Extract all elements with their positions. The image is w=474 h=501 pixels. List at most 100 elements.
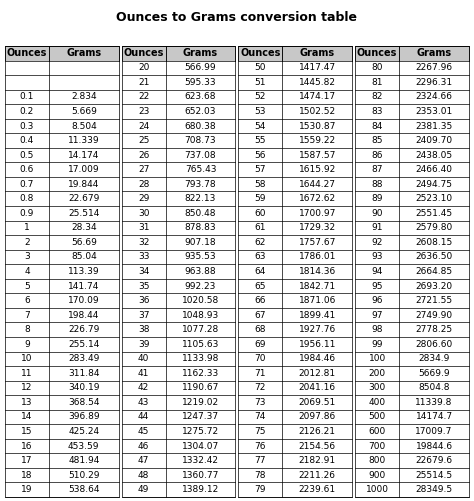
Bar — [5, 220, 119, 235]
Bar — [122, 148, 236, 162]
Bar — [355, 133, 469, 148]
Bar — [238, 220, 352, 235]
Bar — [5, 381, 119, 395]
Text: Ounces: Ounces — [123, 48, 164, 58]
Bar — [122, 90, 236, 104]
Text: 41: 41 — [138, 369, 149, 378]
Bar — [5, 323, 119, 337]
Bar — [238, 381, 352, 395]
Text: 77: 77 — [255, 456, 266, 465]
Text: 0.7: 0.7 — [20, 180, 34, 189]
Text: 2778.25: 2778.25 — [415, 325, 453, 334]
Bar — [355, 90, 469, 104]
Text: 40: 40 — [138, 354, 149, 363]
Text: 1530.87: 1530.87 — [299, 122, 336, 131]
Text: 83: 83 — [372, 107, 383, 116]
Bar — [122, 366, 236, 381]
Text: 67: 67 — [255, 311, 266, 320]
Text: 2182.91: 2182.91 — [299, 456, 336, 465]
Bar — [5, 337, 119, 352]
Text: 78: 78 — [255, 470, 266, 479]
Text: 1445.82: 1445.82 — [299, 78, 336, 87]
Text: 1190.67: 1190.67 — [182, 383, 219, 392]
Text: 8: 8 — [24, 325, 30, 334]
Text: 19: 19 — [21, 485, 33, 494]
Text: 311.84: 311.84 — [68, 369, 100, 378]
Text: 1048.93: 1048.93 — [182, 311, 219, 320]
Bar — [238, 119, 352, 133]
Text: 2466.40: 2466.40 — [416, 165, 453, 174]
Bar — [355, 75, 469, 90]
Text: 25.514: 25.514 — [68, 209, 100, 218]
Bar — [238, 264, 352, 279]
Bar — [5, 366, 119, 381]
Bar — [122, 439, 236, 453]
Text: 2069.51: 2069.51 — [299, 398, 336, 407]
Bar — [122, 337, 236, 352]
Text: 7: 7 — [24, 311, 30, 320]
Text: 2324.66: 2324.66 — [416, 92, 453, 101]
Text: 5.669: 5.669 — [71, 107, 97, 116]
Bar — [355, 395, 469, 410]
Bar — [238, 468, 352, 482]
Text: 24: 24 — [138, 122, 149, 131]
Text: 17.009: 17.009 — [68, 165, 100, 174]
Text: 25514.5: 25514.5 — [415, 470, 453, 479]
Bar — [5, 279, 119, 293]
Text: 700: 700 — [368, 441, 386, 450]
Text: 878.83: 878.83 — [185, 223, 216, 232]
Text: 141.74: 141.74 — [68, 282, 100, 291]
Bar — [355, 220, 469, 235]
Bar — [122, 133, 236, 148]
Bar — [238, 337, 352, 352]
Text: 1729.32: 1729.32 — [299, 223, 336, 232]
Text: 66: 66 — [255, 296, 266, 305]
Bar — [355, 104, 469, 119]
Text: 91: 91 — [372, 223, 383, 232]
Text: 2: 2 — [24, 238, 30, 247]
Text: 82: 82 — [372, 92, 383, 101]
Text: Grams: Grams — [66, 48, 101, 58]
Bar — [122, 206, 236, 220]
Text: 99: 99 — [372, 340, 383, 349]
Text: 17009.7: 17009.7 — [415, 427, 453, 436]
Text: 14: 14 — [21, 412, 33, 421]
Text: 8.504: 8.504 — [71, 122, 97, 131]
Text: 5: 5 — [24, 282, 30, 291]
Text: 89: 89 — [372, 194, 383, 203]
Text: 76: 76 — [255, 441, 266, 450]
Text: 2267.96: 2267.96 — [415, 63, 453, 72]
Text: 33: 33 — [138, 253, 149, 262]
Text: 13: 13 — [21, 398, 33, 407]
Bar — [5, 395, 119, 410]
Text: 1000: 1000 — [365, 485, 389, 494]
Bar — [5, 206, 119, 220]
Bar — [5, 249, 119, 264]
Text: 793.78: 793.78 — [185, 180, 216, 189]
Bar — [355, 308, 469, 323]
Text: 2126.21: 2126.21 — [299, 427, 336, 436]
Text: 6: 6 — [24, 296, 30, 305]
Bar — [238, 177, 352, 191]
Text: 56.69: 56.69 — [71, 238, 97, 247]
Text: Ounces: Ounces — [240, 48, 281, 58]
Text: 94: 94 — [372, 267, 383, 276]
Bar — [122, 46, 236, 497]
Bar — [355, 264, 469, 279]
Bar — [238, 352, 352, 366]
Text: 15: 15 — [21, 427, 33, 436]
Text: 22: 22 — [138, 92, 149, 101]
Bar — [5, 46, 119, 61]
Bar — [122, 249, 236, 264]
Bar — [238, 366, 352, 381]
Bar — [355, 206, 469, 220]
Text: 566.99: 566.99 — [185, 63, 216, 72]
Text: 500: 500 — [368, 412, 386, 421]
Text: 87: 87 — [372, 165, 383, 174]
Bar — [355, 439, 469, 453]
Bar — [355, 468, 469, 482]
Bar — [5, 133, 119, 148]
Text: Grams: Grams — [183, 48, 218, 58]
Text: 29: 29 — [138, 194, 149, 203]
Text: 1672.62: 1672.62 — [299, 194, 336, 203]
